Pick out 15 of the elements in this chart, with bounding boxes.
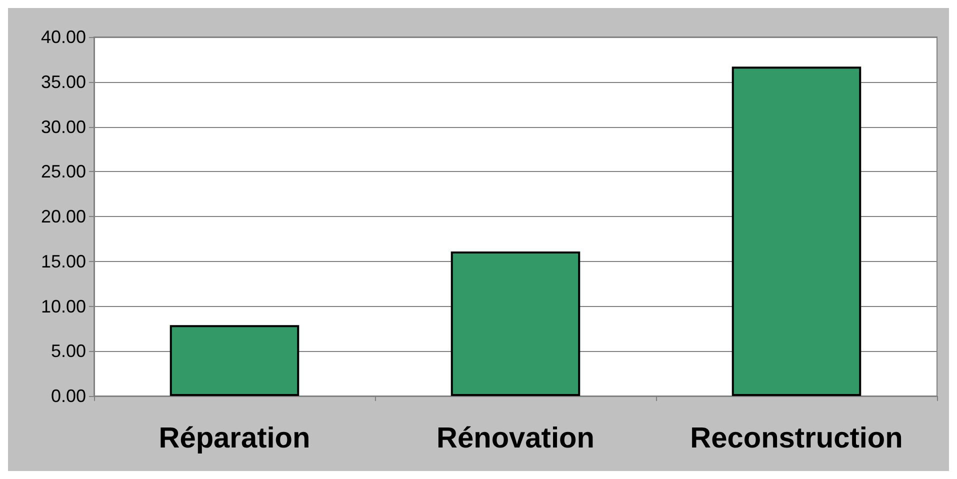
y-tick-label: 40.00 [40, 27, 86, 47]
x-tick-label: Réparation [158, 422, 310, 454]
y-tick-label: 10.00 [40, 296, 86, 316]
y-tick-label: 15.00 [40, 251, 86, 272]
bar [170, 325, 300, 396]
x-tick-label: Rénovation [436, 422, 594, 454]
bar [732, 66, 862, 396]
bar [450, 252, 580, 396]
y-tick-label: 30.00 [40, 116, 86, 137]
y-tick-label: 25.00 [40, 162, 86, 182]
y-tick-label: 5.00 [50, 341, 86, 362]
x-tick-label: Reconstruction [690, 422, 903, 454]
y-tick-label: 20.00 [40, 206, 86, 226]
y-tick-label: 35.00 [40, 72, 86, 92]
y-tick-label: 0.00 [50, 386, 86, 406]
